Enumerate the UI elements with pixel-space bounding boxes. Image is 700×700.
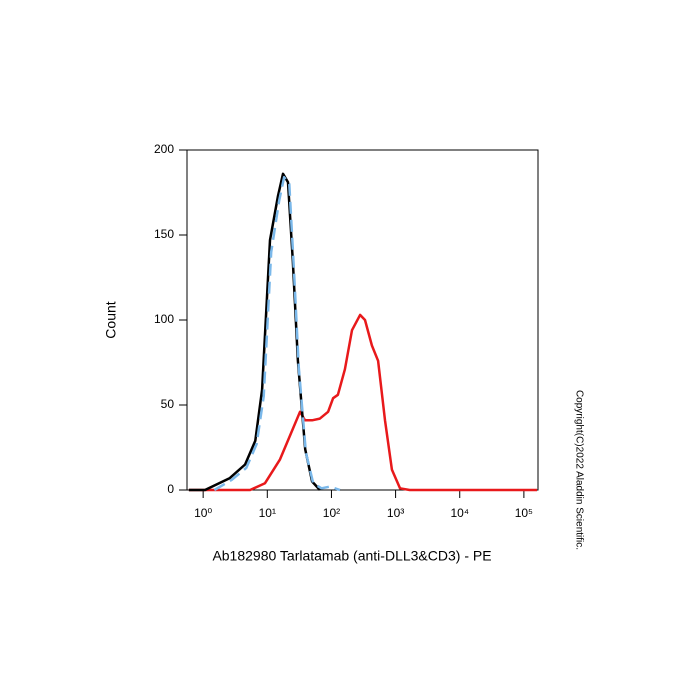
y-tick-label: 150 xyxy=(154,227,174,241)
series-line xyxy=(188,313,537,492)
y-tick-label: 0 xyxy=(167,482,174,496)
watermark: Copyright(C)2022 Aladdin Scientific. xyxy=(573,390,584,550)
x-tick-label: 10⁴ xyxy=(450,506,469,520)
series-line xyxy=(188,172,321,492)
x-tick-label: 10³ xyxy=(387,506,404,520)
x-tick-label: 10¹ xyxy=(259,506,276,520)
y-tick-label: 200 xyxy=(154,142,174,156)
x-tick-label: 10² xyxy=(323,506,340,520)
x-tick-label: 10⁰ xyxy=(194,506,212,520)
series-line xyxy=(213,175,341,492)
x-axis-label: Ab182980 Tarlatamab (anti-DLL3&CD3) - PE xyxy=(212,548,491,564)
y-tick-label: 100 xyxy=(154,312,174,326)
y-axis-label: Count xyxy=(103,301,119,338)
y-tick-label: 50 xyxy=(161,397,175,411)
plot-frame xyxy=(186,149,539,491)
x-tick-label: 10⁵ xyxy=(515,506,533,520)
